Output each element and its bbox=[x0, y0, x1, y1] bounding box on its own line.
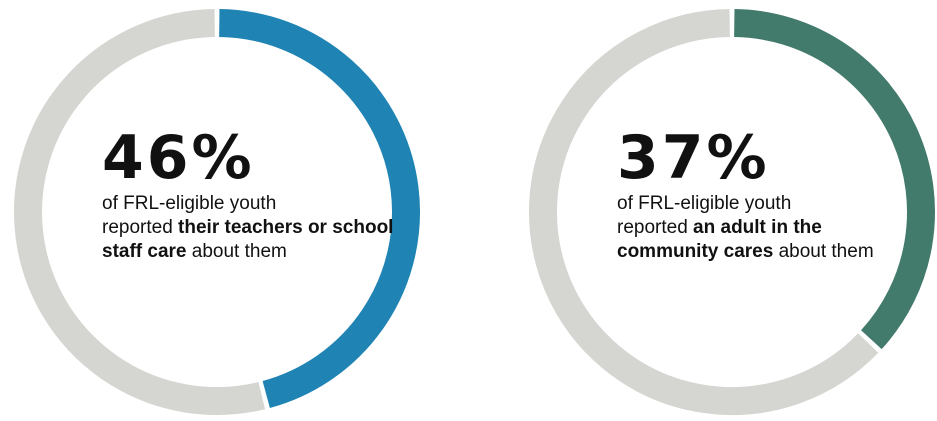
description-suffix: about them bbox=[773, 241, 874, 262]
description-text: of FRL-eligible youth reported their tea… bbox=[102, 192, 402, 264]
donut-ring bbox=[14, 9, 420, 415]
donut-segment-remainder bbox=[529, 9, 879, 415]
description-suffix: about them bbox=[186, 241, 287, 262]
description-line-1: of FRL-eligible youth bbox=[102, 193, 277, 214]
donut-ring bbox=[529, 9, 935, 415]
donut-caption: 37% of FRL-eligible youth reported an ad… bbox=[617, 128, 917, 264]
donut-chart-community: 37% of FRL-eligible youth reported an ad… bbox=[520, 0, 937, 421]
description-prefix: reported bbox=[617, 217, 694, 238]
description-line-1: of FRL-eligible youth bbox=[617, 193, 792, 214]
description-highlight: an adult in the community cares bbox=[617, 217, 822, 262]
donut-chart-teachers: 46% of FRL-eligible youth reported their… bbox=[5, 0, 425, 421]
description-text: of FRL-eligible youth reported an adult … bbox=[617, 192, 917, 264]
description-highlight: their teachers or school staff care bbox=[102, 217, 394, 262]
percentage-value: 46% bbox=[102, 123, 255, 193]
percentage-value: 37% bbox=[617, 123, 770, 193]
donut-segment-remainder bbox=[14, 9, 266, 415]
donut-caption: 46% of FRL-eligible youth reported their… bbox=[102, 128, 402, 264]
donut-segment-highlight bbox=[219, 9, 420, 408]
description-prefix: reported bbox=[102, 217, 179, 238]
donut-segment-highlight bbox=[734, 9, 935, 350]
